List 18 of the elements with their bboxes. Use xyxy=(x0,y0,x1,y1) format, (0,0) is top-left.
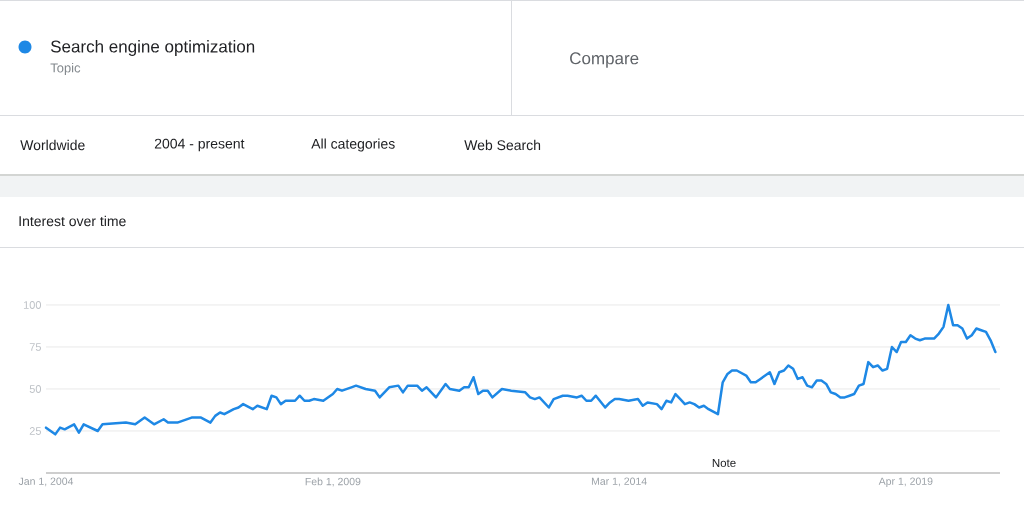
y-tick-label: 100 xyxy=(23,301,42,309)
y-tick-label: 50 xyxy=(29,385,42,393)
text: Worldwide xyxy=(20,139,85,151)
annotation: Note xyxy=(712,458,736,468)
chart-title: Interest over time xyxy=(19,215,126,227)
text: Topic xyxy=(50,62,81,76)
y-tick-label: 25 xyxy=(29,427,41,435)
text: All categories xyxy=(311,138,395,152)
x-tick-label: Jan 1, 2004 xyxy=(18,477,74,487)
text: Compare xyxy=(570,52,639,68)
x-tick-label: Apr 1, 2019 xyxy=(878,477,933,488)
text: Web Search xyxy=(464,139,541,151)
text: 2004 - present xyxy=(154,138,245,152)
y-tick-label: 75 xyxy=(29,343,41,351)
x-tick-label: Feb 1, 2009 xyxy=(305,477,361,487)
legend-label: Search engine optimization xyxy=(50,40,255,56)
x-tick-label: Mar 1, 2014 xyxy=(591,477,647,487)
line-series xyxy=(44,303,997,436)
